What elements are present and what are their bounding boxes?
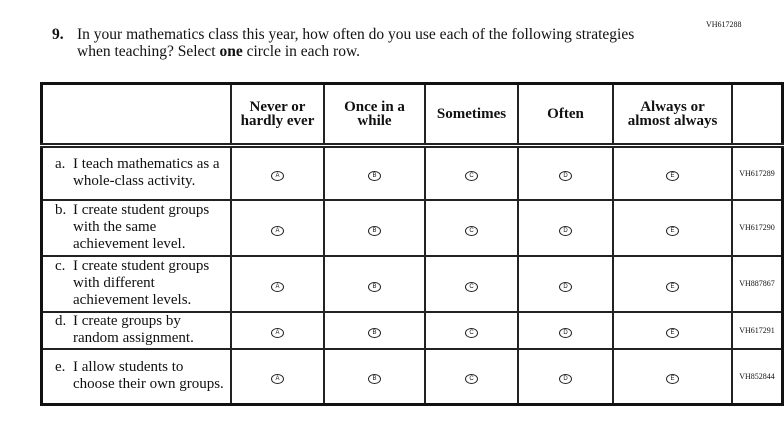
option-cell: A <box>230 144 325 201</box>
response-bubble[interactable]: A <box>271 374 284 385</box>
question-text: In your mathematics class this year, how… <box>77 26 635 60</box>
table-row: c. I create student groups with different… <box>40 254 784 313</box>
response-bubble[interactable]: A <box>271 328 284 338</box>
response-bubble[interactable]: B <box>368 225 381 236</box>
option-cell: C <box>424 347 519 406</box>
response-bubble[interactable]: B <box>368 281 381 292</box>
row-label: a. I teach mathematics as a whole-class a… <box>40 144 232 201</box>
option-cell: A <box>230 310 325 350</box>
response-bubble[interactable]: B <box>368 374 381 385</box>
item-code: VH617288 <box>706 20 742 29</box>
row-code: VH887867 <box>731 254 784 313</box>
option-cell: E <box>612 198 733 257</box>
option-cell: A <box>230 347 325 406</box>
option-cell: B <box>323 347 426 406</box>
response-bubble[interactable]: C <box>465 225 478 236</box>
header-blank <box>40 82 232 147</box>
row-code: VH617291 <box>731 310 784 350</box>
row-label: c. I create student groups with different… <box>40 254 232 313</box>
option-cell: C <box>424 254 519 313</box>
header-col: Often <box>517 82 614 147</box>
response-bubble[interactable]: C <box>465 171 478 182</box>
option-cell: D <box>517 310 614 350</box>
question-number: 9. <box>52 26 64 43</box>
response-bubble[interactable]: D <box>559 328 572 338</box>
response-bubble[interactable]: B <box>368 171 381 182</box>
response-bubble[interactable]: D <box>559 374 572 385</box>
response-bubble[interactable]: E <box>666 171 679 182</box>
header-code <box>731 82 784 147</box>
row-code: VH617290 <box>731 198 784 257</box>
option-cell: E <box>612 254 733 313</box>
row-label: b. I create student groups with the same … <box>40 198 232 257</box>
response-bubble[interactable]: A <box>271 225 284 236</box>
response-bubble[interactable]: A <box>271 281 284 292</box>
table-row: a. I teach mathematics as a whole-class a… <box>40 144 784 201</box>
option-cell: B <box>323 198 426 257</box>
row-code: VH852844 <box>731 347 784 406</box>
response-bubble[interactable]: C <box>465 281 478 292</box>
row-label: e. I allow students to choose their own g… <box>40 347 232 406</box>
question: 9. In your mathematics class this year, … <box>52 26 637 60</box>
option-cell: E <box>612 310 733 350</box>
header-col: Once in a while <box>323 82 426 147</box>
response-bubble[interactable]: E <box>666 281 679 292</box>
response-bubble[interactable]: D <box>559 281 572 292</box>
option-cell: A <box>230 198 325 257</box>
row-code: VH617289 <box>731 144 784 201</box>
response-bubble[interactable]: B <box>368 328 381 338</box>
option-cell: B <box>323 144 426 201</box>
table-row: e. I allow students to choose their own g… <box>40 347 784 406</box>
option-cell: E <box>612 144 733 201</box>
option-cell: C <box>424 144 519 201</box>
response-bubble[interactable]: C <box>465 374 478 385</box>
response-bubble[interactable]: E <box>666 328 679 338</box>
table-row: b. I create student groups with the same … <box>40 198 784 257</box>
table-row: d. I create groups by random assignment. A… <box>40 310 784 350</box>
response-bubble[interactable]: D <box>559 171 572 182</box>
option-cell: C <box>424 310 519 350</box>
option-cell: B <box>323 254 426 313</box>
response-bubble[interactable]: E <box>666 374 679 385</box>
header-col: Sometimes <box>424 82 519 147</box>
response-grid: Never or hardly ever Once in a while Som… <box>40 82 784 406</box>
option-cell: D <box>517 254 614 313</box>
option-cell: D <box>517 144 614 201</box>
option-cell: D <box>517 198 614 257</box>
response-bubble[interactable]: E <box>666 225 679 236</box>
option-cell: E <box>612 347 733 406</box>
option-cell: B <box>323 310 426 350</box>
header-col: Always or almost always <box>612 82 733 147</box>
option-cell: C <box>424 198 519 257</box>
option-cell: D <box>517 347 614 406</box>
response-bubble[interactable]: D <box>559 225 572 236</box>
response-bubble[interactable]: C <box>465 328 478 338</box>
response-bubble[interactable]: A <box>271 171 284 182</box>
header-col: Never or hardly ever <box>230 82 325 147</box>
row-label: d. I create groups by random assignment. <box>40 310 232 350</box>
option-cell: A <box>230 254 325 313</box>
